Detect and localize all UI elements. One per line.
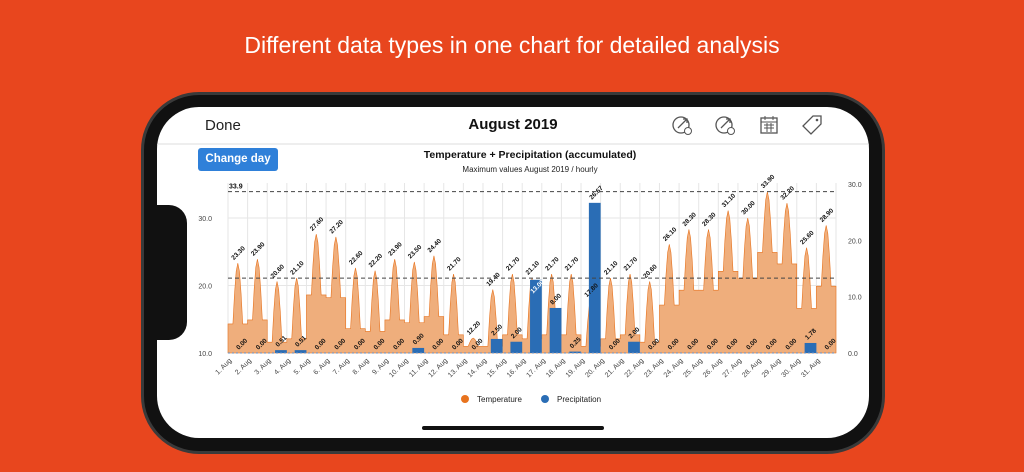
x-axis-tick: 11. Aug bbox=[408, 357, 429, 378]
x-axis-tick: 19. Aug bbox=[565, 357, 587, 379]
compare-1-icon[interactable] bbox=[671, 113, 695, 137]
right-axis-tick: 10.0 bbox=[848, 295, 862, 302]
temperature-label: 28.30 bbox=[701, 211, 718, 228]
temperature-label: 31.10 bbox=[721, 192, 738, 209]
temperature-label: 23.90 bbox=[250, 241, 267, 258]
x-axis-tick: 16. Aug bbox=[506, 357, 528, 379]
x-axis-tick: 24. Aug bbox=[663, 357, 685, 379]
temperature-label: 20.60 bbox=[642, 263, 659, 280]
x-axis-tick: 28. Aug bbox=[741, 357, 763, 379]
x-axis-tick: 27. Aug bbox=[722, 357, 744, 379]
precipitation-bar bbox=[412, 347, 425, 353]
right-axis-tick: 30.0 bbox=[848, 182, 862, 189]
left-axis-tick: 10.0 bbox=[198, 351, 212, 358]
precipitation-bar bbox=[510, 341, 523, 353]
temperature-label: 21.70 bbox=[505, 256, 522, 273]
x-axis-tick: 6. Aug bbox=[312, 357, 331, 376]
precipitation-bar bbox=[804, 342, 817, 353]
temperature-label: 27.20 bbox=[328, 219, 345, 236]
temperature-label: 23.50 bbox=[407, 244, 424, 261]
temperature-label: 20.60 bbox=[270, 263, 287, 280]
headline: Different data types in one chart for de… bbox=[244, 32, 780, 58]
x-axis-tick: 29. Aug bbox=[761, 357, 783, 379]
temperature-label: 21.70 bbox=[623, 256, 640, 273]
header-divider bbox=[157, 143, 869, 145]
x-axis-tick: 4. Aug bbox=[273, 357, 292, 376]
x-axis-tick: 15. Aug bbox=[486, 357, 508, 379]
temperature-label: 28.30 bbox=[681, 211, 698, 228]
legend-marker bbox=[541, 395, 549, 403]
page-title: August 2019 bbox=[468, 116, 558, 133]
x-axis-tick: 30. Aug bbox=[780, 357, 802, 379]
temperature-label: 22.20 bbox=[368, 252, 385, 269]
x-axis-tick: 23. Aug bbox=[643, 357, 665, 379]
done-button[interactable]: Done bbox=[205, 117, 241, 134]
temperature-label: 22.60 bbox=[348, 250, 365, 267]
max-reference-label: 33.9 bbox=[229, 184, 243, 191]
temperature-label: 32.20 bbox=[780, 185, 797, 202]
temperature-label: 28.90 bbox=[819, 207, 836, 224]
precipitation-bar bbox=[628, 341, 640, 353]
precipitation-bar bbox=[549, 307, 562, 353]
left-axis-tick: 30.0 bbox=[198, 216, 212, 223]
precipitation-label: 26.67 bbox=[588, 185, 605, 202]
x-axis-tick: 3. Aug bbox=[254, 357, 273, 376]
left-axis-tick: 20.0 bbox=[198, 284, 212, 291]
legend-label: Temperature bbox=[477, 395, 522, 404]
x-axis-tick: 25. Aug bbox=[682, 357, 704, 379]
temperature-label: 24.40 bbox=[426, 237, 443, 254]
x-axis-tick: 22. Aug bbox=[624, 357, 646, 379]
x-axis-tick: 10. Aug bbox=[388, 357, 410, 379]
x-axis-tick: 26. Aug bbox=[702, 357, 724, 379]
chart-subtitle: Maximum values August 2019 / hourly bbox=[462, 165, 597, 174]
right-axis-tick: 0.0 bbox=[848, 351, 858, 358]
x-axis-tick: 1. Aug bbox=[214, 357, 233, 376]
x-axis-tick: 13. Aug bbox=[447, 357, 469, 379]
precipitation-bar bbox=[275, 350, 287, 353]
temperature-label: 21.70 bbox=[564, 256, 581, 273]
x-axis-tick: 5. Aug bbox=[293, 357, 312, 376]
x-axis-tick: 12. Aug bbox=[427, 357, 449, 379]
x-axis-tick: 7. Aug bbox=[332, 357, 351, 376]
temperature-label: 21.10 bbox=[289, 260, 306, 277]
tag-icon[interactable] bbox=[800, 113, 824, 137]
temperature-label: 21.70 bbox=[446, 256, 463, 273]
x-axis-tick: 17. Aug bbox=[525, 357, 547, 379]
right-axis-tick: 20.0 bbox=[848, 238, 862, 245]
compare-2-icon[interactable] bbox=[714, 113, 738, 137]
temperature-label: 23.90 bbox=[387, 241, 404, 258]
temperature-label: 25.60 bbox=[799, 229, 816, 246]
temperature-label: 21.10 bbox=[525, 260, 542, 277]
precipitation-bar bbox=[530, 279, 542, 353]
calendar-icon[interactable] bbox=[757, 113, 781, 137]
chart-title: Temperature + Precipitation (accumulated… bbox=[424, 149, 637, 161]
notch bbox=[157, 205, 187, 340]
x-axis-tick: 14. Aug bbox=[467, 357, 489, 379]
x-axis-tick: 21. Aug bbox=[604, 357, 626, 379]
temperature-label: 12.20 bbox=[466, 320, 483, 337]
temperature-label: 23.30 bbox=[230, 245, 247, 262]
temperature-label: 26.10 bbox=[662, 226, 679, 243]
home-indicator bbox=[422, 426, 604, 430]
temperature-label: 21.70 bbox=[544, 256, 561, 273]
x-axis-tick: 18. Aug bbox=[545, 357, 567, 379]
precipitation-bar bbox=[294, 350, 307, 353]
change-day-button[interactable]: Change day bbox=[198, 148, 278, 171]
legend-label: Precipitation bbox=[557, 395, 601, 404]
temperature-label: 33.90 bbox=[760, 173, 777, 190]
legend-marker bbox=[461, 395, 469, 403]
x-axis-tick: 2. Aug bbox=[234, 357, 253, 376]
precipitation-bar bbox=[490, 338, 503, 353]
x-axis-tick: 20. Aug bbox=[584, 357, 606, 379]
temperature-label: 30.00 bbox=[740, 200, 757, 217]
x-axis-tick: 8. Aug bbox=[352, 357, 371, 376]
x-axis-tick: 31. Aug bbox=[800, 357, 822, 379]
temperature-label: 21.10 bbox=[603, 260, 620, 277]
precipitation-bar bbox=[569, 351, 582, 353]
